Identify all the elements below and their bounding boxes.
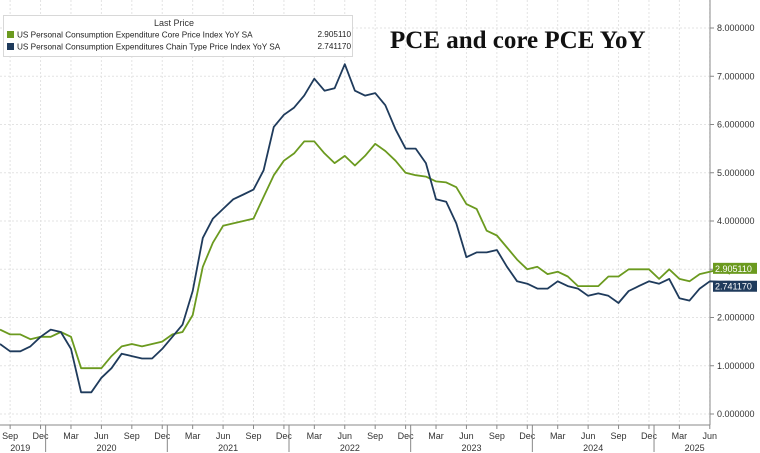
legend-header: Last Price [154,18,195,28]
y-tick-label: 7.000000 [717,71,755,81]
x-tick-label: Mar [307,431,323,441]
x-tick-label: Mar [185,431,201,441]
x-tick-label: Sep [367,431,383,441]
x-tick-label: Jun [216,431,231,441]
y-tick-label: 6.000000 [717,120,755,130]
x-tick-label: Sep [2,431,18,441]
x-tick-label: Dec [33,431,50,441]
x-year-label: 2023 [461,443,481,453]
y-tick-label: 2.000000 [717,313,755,323]
x-tick-label: Sep [611,431,627,441]
legend-swatch-headline [7,43,14,51]
x-tick-label: Jun [581,431,596,441]
x-tick-label: Jun [703,431,718,441]
legend-value-headline: 2.741170 [317,42,351,51]
x-tick-label: Dec [154,431,171,441]
x-tick-label: Dec [276,431,293,441]
x-tick-label: Jun [459,431,474,441]
legend-label-core: US Personal Consumption Expenditure Core… [17,30,253,40]
legend-item-headline: US Personal Consumption Expenditures Cha… [7,42,351,54]
y-tick-label: 5.000000 [717,168,755,178]
y-tick-label: 0.000000 [717,409,755,419]
chart-title: PCE and core PCE YoY [390,27,646,54]
x-year-label: 2022 [340,443,360,453]
legend-value-core: 2.905110 [317,30,351,39]
x-year-label: 2021 [218,443,238,453]
y-tick-label: 4.000000 [717,216,755,226]
legend-item-core: US Personal Consumption Expenditure Core… [7,30,351,42]
x-year-label: 2020 [96,443,116,453]
x-tick-label: Jun [338,431,353,441]
x-tick-label: Sep [489,431,505,441]
x-tick-label: Sep [124,431,140,441]
x-year-label: 2024 [583,443,603,453]
last-value-badge-core [713,262,757,274]
legend: Last Price US Personal Consumption Expen… [3,15,353,57]
x-tick-label: Dec [398,431,415,441]
x-year-label: 2019 [10,443,30,453]
x-tick-label: Sep [245,431,261,441]
x-tick-label: Mar [63,431,79,441]
x-tick-label: Mar [428,431,444,441]
x-tick-label: Dec [519,431,536,441]
x-tick-label: Jun [94,431,109,441]
x-tick-label: Mar [672,431,688,441]
last-value-badge-core-text: 2.905110 [715,264,752,274]
x-tick-label: Mar [550,431,566,441]
x-tick-label: Dec [641,431,658,441]
last-value-badge-headline-text: 2.741170 [715,282,752,292]
legend-label-headline: US Personal Consumption Expenditures Cha… [17,42,281,52]
series-line-core [0,140,731,370]
series-line-headline [0,63,731,394]
legend-swatch-core [7,31,14,39]
y-tick-label: 8.000000 [717,23,755,33]
y-tick-label: 1.000000 [717,361,755,371]
last-value-badge-headline [713,280,757,292]
x-year-label: 2025 [685,443,705,453]
